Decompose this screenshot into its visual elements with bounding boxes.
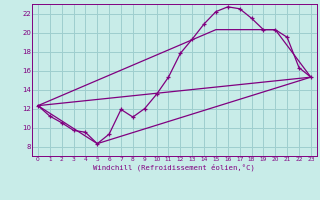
X-axis label: Windchill (Refroidissement éolien,°C): Windchill (Refroidissement éolien,°C) (93, 164, 255, 171)
